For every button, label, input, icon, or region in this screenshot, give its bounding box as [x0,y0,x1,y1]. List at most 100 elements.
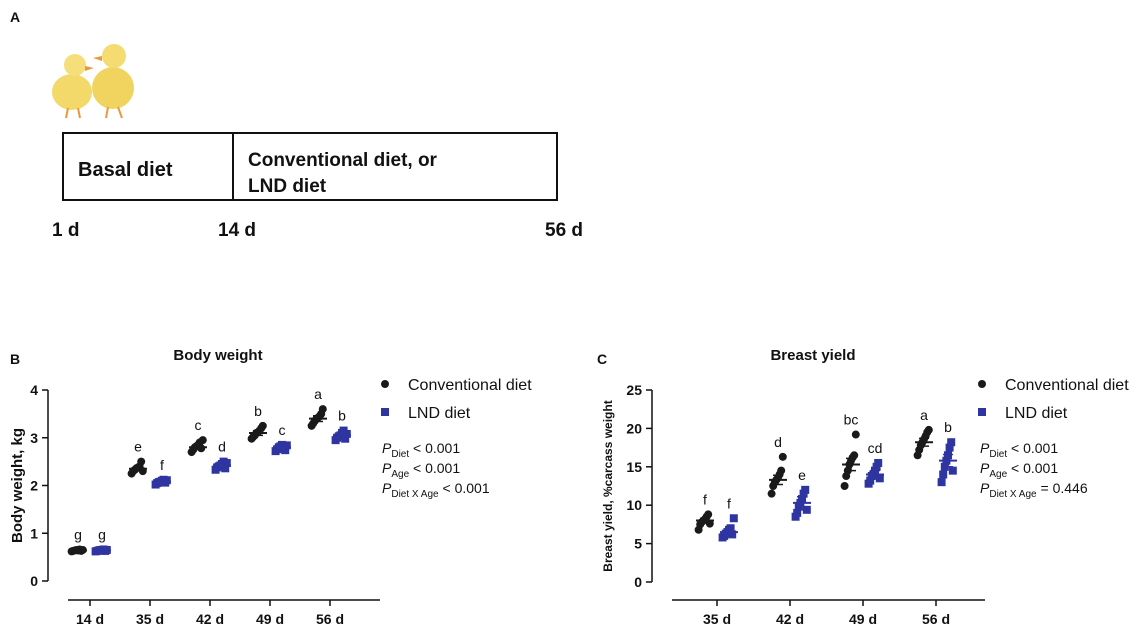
significance-letter: e [134,439,142,455]
data-point [803,506,811,514]
panel-label: C [597,351,607,367]
data-point [779,453,787,461]
annotation-text: < 0.001 [409,460,460,476]
significance-letter: e [798,467,806,483]
data-point [939,470,947,478]
legend-label: Conventional diet [1005,377,1129,394]
annotation: PDiet < 0.001 [980,440,1058,460]
significance-letter: b [338,408,346,424]
significance-letter: d [218,439,226,455]
data-point [768,490,776,498]
data-point [801,486,809,494]
x-tick-label: 35 d [136,611,164,627]
x-tick-label: 56 d [922,611,950,627]
data-point [852,431,860,439]
annotation-text: < 0.001 [439,480,490,496]
data-point [199,436,207,444]
significance-letter: a [314,386,322,402]
y-tick-label: 3 [30,430,38,446]
annotation-text: < 0.001 [409,440,460,456]
data-point [938,478,946,486]
annotation-subscript: Age [989,469,1007,480]
y-tick-label: 5 [634,536,642,552]
figure: A Basal diet Conventional diet, or LND d… [0,0,1146,630]
annotation-text: = 0.446 [1037,480,1088,496]
day-label: 56 d [545,220,583,241]
x-tick-label: 42 d [196,611,224,627]
data-point [949,467,957,475]
data-point [874,459,882,467]
annotation: PAge < 0.001 [980,460,1058,480]
y-tick-label: 0 [30,573,38,589]
significance-letter: g [74,526,82,542]
x-tick-label: 14 d [76,611,104,627]
annotation-subscript: Diet [391,449,409,460]
data-point [925,426,933,434]
y-tick-label: 4 [30,382,38,398]
significance-letter: g [98,526,106,542]
y-tick-label: 10 [626,497,642,513]
significance-letter: c [195,417,202,433]
significance-letter: f [703,491,707,507]
legend-label: LND diet [1005,405,1068,422]
annotation: PAge < 0.001 [382,460,460,480]
significance-letter: a [920,407,928,423]
y-tick-label: 0 [634,574,642,590]
panel-a: A Basal diet Conventional diet, or LND d… [10,9,583,241]
legend-marker [381,408,389,416]
significance-letter: b [944,419,952,435]
annotation: PDiet X Age = 0.446 [980,480,1088,500]
duck-illustration [52,44,134,118]
significance-letter: bc [844,412,859,428]
y-tick-label: 2 [30,478,38,494]
chart-title: Body weight [173,347,262,364]
annotation-subscript: Diet X Age [391,489,439,500]
significance-letter: d [774,434,782,450]
day-label: 14 d [218,220,256,241]
legend-marker [978,380,986,388]
box-label: Conventional diet, or [248,150,438,171]
legend-label: LND diet [408,405,471,422]
data-point [777,467,785,475]
annotation-subscript: Age [391,469,409,480]
annotation-subscript: Diet X Age [989,489,1037,500]
annotation-text: < 0.001 [1007,440,1058,456]
data-point [841,482,849,490]
legend-marker [978,408,986,416]
significance-letter: f [160,457,164,473]
error-bar [97,550,107,551]
y-tick-label: 15 [626,459,642,475]
data-point [947,438,955,446]
data-point [259,422,267,430]
y-axis-title: Body weight, kg [9,428,26,543]
data-point [704,510,712,518]
y-axis-title: Breast yield, %carcass weight [601,400,615,571]
x-tick-label: 42 d [776,611,804,627]
x-tick-label: 49 d [849,611,877,627]
x-tick-label: 49 d [256,611,284,627]
panel-label: B [10,351,20,367]
annotation: PDiet < 0.001 [382,440,460,460]
x-tick-label: 56 d [316,611,344,627]
y-tick-label: 20 [626,420,642,436]
significance-letter: f [727,495,731,511]
data-point [730,514,738,522]
legend-label: Conventional diet [408,377,532,394]
significance-letter: c [279,422,286,438]
y-tick-label: 1 [30,525,38,541]
significance-letter: b [254,403,262,419]
annotation-text: < 0.001 [1007,460,1058,476]
annotation-subscript: Diet [989,449,1007,460]
chart-title: Breast yield [770,347,855,364]
day-label: 1 d [52,220,79,241]
legend-marker [381,380,389,388]
y-tick-label: 25 [626,382,642,398]
x-tick-label: 35 d [703,611,731,627]
data-point [137,458,145,466]
error-bar [73,550,83,551]
data-point [319,405,327,413]
significance-letter: cd [868,440,883,456]
annotation: PDiet X Age < 0.001 [382,480,490,500]
box-label: LND diet [248,176,327,197]
panel-label: A [10,9,20,25]
